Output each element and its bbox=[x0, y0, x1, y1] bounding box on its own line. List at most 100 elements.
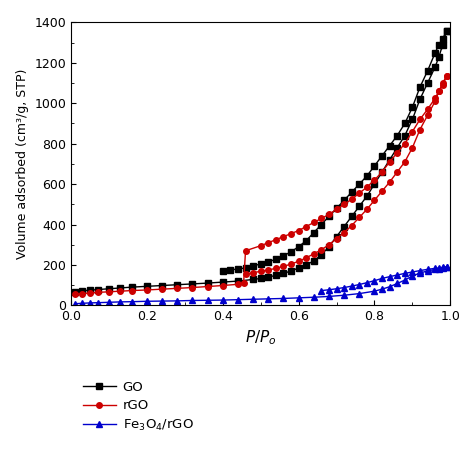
GO bbox=[235, 278, 241, 284]
GO bbox=[402, 133, 408, 138]
Fe$_3$O$_4$/rGO bbox=[444, 264, 449, 269]
rGO bbox=[296, 228, 301, 233]
rGO bbox=[106, 289, 112, 295]
Fe$_3$O$_4$/rGO bbox=[296, 295, 301, 300]
rGO bbox=[205, 284, 210, 289]
GO bbox=[265, 274, 271, 280]
rGO bbox=[372, 177, 377, 183]
GO bbox=[341, 224, 347, 229]
GO bbox=[129, 285, 135, 290]
rGO bbox=[319, 216, 324, 221]
rGO bbox=[402, 141, 408, 146]
rGO bbox=[394, 150, 400, 155]
Fe$_3$O$_4$/rGO bbox=[432, 267, 438, 272]
rGO bbox=[159, 286, 165, 292]
GO bbox=[87, 287, 93, 293]
rGO bbox=[241, 280, 246, 286]
Fe$_3$O$_4$/rGO bbox=[372, 289, 377, 294]
Fe$_3$O$_4$/rGO bbox=[159, 299, 165, 304]
Fe$_3$O$_4$/rGO bbox=[129, 299, 135, 304]
GO bbox=[303, 262, 309, 268]
rGO bbox=[220, 283, 226, 288]
Line: GO: GO bbox=[72, 28, 449, 295]
rGO bbox=[410, 129, 415, 134]
GO bbox=[440, 42, 446, 48]
Fe$_3$O$_4$/rGO bbox=[402, 277, 408, 283]
GO bbox=[379, 169, 385, 175]
Fe$_3$O$_4$/rGO bbox=[341, 293, 347, 298]
GO bbox=[425, 80, 430, 86]
Fe$_3$O$_4$/rGO bbox=[410, 273, 415, 279]
Fe$_3$O$_4$/rGO bbox=[440, 265, 446, 270]
Fe$_3$O$_4$/rGO bbox=[425, 268, 430, 273]
Fe$_3$O$_4$/rGO bbox=[387, 284, 392, 290]
Legend: GO, rGO, Fe$_3$O$_4$/rGO: GO, rGO, Fe$_3$O$_4$/rGO bbox=[78, 376, 199, 438]
rGO bbox=[417, 117, 423, 122]
rGO bbox=[425, 107, 430, 112]
Fe$_3$O$_4$/rGO bbox=[394, 281, 400, 286]
GO bbox=[349, 214, 355, 219]
GO bbox=[372, 181, 377, 187]
GO bbox=[72, 289, 78, 294]
GO bbox=[281, 271, 286, 276]
rGO bbox=[190, 285, 195, 290]
rGO bbox=[326, 212, 332, 217]
rGO bbox=[87, 291, 93, 296]
Fe$_3$O$_4$/rGO bbox=[72, 301, 78, 306]
GO bbox=[220, 279, 226, 285]
GO bbox=[106, 286, 112, 291]
GO bbox=[250, 277, 256, 282]
Fe$_3$O$_4$/rGO bbox=[174, 298, 180, 304]
rGO bbox=[432, 96, 438, 101]
GO bbox=[288, 268, 294, 273]
rGO bbox=[235, 282, 241, 287]
rGO bbox=[258, 243, 264, 248]
rGO bbox=[265, 240, 271, 245]
rGO bbox=[444, 73, 449, 79]
GO bbox=[319, 252, 324, 258]
Fe$_3$O$_4$/rGO bbox=[205, 298, 210, 303]
Fe$_3$O$_4$/rGO bbox=[265, 296, 271, 302]
rGO bbox=[379, 169, 385, 175]
GO bbox=[118, 285, 123, 291]
GO bbox=[334, 234, 339, 239]
GO bbox=[326, 244, 332, 250]
GO bbox=[80, 288, 85, 294]
rGO bbox=[273, 237, 279, 242]
GO bbox=[296, 265, 301, 271]
GO bbox=[273, 273, 279, 278]
Line: rGO: rGO bbox=[72, 73, 449, 297]
rGO bbox=[436, 88, 442, 94]
Fe$_3$O$_4$/rGO bbox=[118, 299, 123, 304]
GO bbox=[190, 281, 195, 286]
Fe$_3$O$_4$/rGO bbox=[250, 297, 256, 302]
GO bbox=[436, 54, 442, 60]
GO bbox=[144, 284, 150, 289]
Fe$_3$O$_4$/rGO bbox=[87, 300, 93, 306]
GO bbox=[432, 64, 438, 70]
Fe$_3$O$_4$/rGO bbox=[311, 295, 317, 300]
rGO bbox=[243, 248, 248, 253]
GO bbox=[174, 282, 180, 287]
rGO bbox=[129, 288, 135, 293]
Fe$_3$O$_4$/rGO bbox=[281, 296, 286, 301]
rGO bbox=[334, 207, 339, 212]
rGO bbox=[95, 290, 100, 295]
rGO bbox=[356, 190, 362, 196]
rGO bbox=[387, 159, 392, 165]
rGO bbox=[349, 197, 355, 202]
Fe$_3$O$_4$/rGO bbox=[190, 298, 195, 303]
Fe$_3$O$_4$/rGO bbox=[379, 286, 385, 292]
rGO bbox=[281, 234, 286, 239]
rGO bbox=[118, 289, 123, 294]
X-axis label: $P/P_o$: $P/P_o$ bbox=[245, 329, 276, 348]
GO bbox=[311, 258, 317, 264]
rGO bbox=[144, 287, 150, 293]
Fe$_3$O$_4$/rGO bbox=[144, 299, 150, 304]
GO bbox=[95, 287, 100, 292]
Fe$_3$O$_4$/rGO bbox=[417, 270, 423, 276]
GO bbox=[258, 276, 264, 281]
rGO bbox=[288, 231, 294, 236]
GO bbox=[387, 157, 392, 163]
Fe$_3$O$_4$/rGO bbox=[106, 299, 112, 305]
